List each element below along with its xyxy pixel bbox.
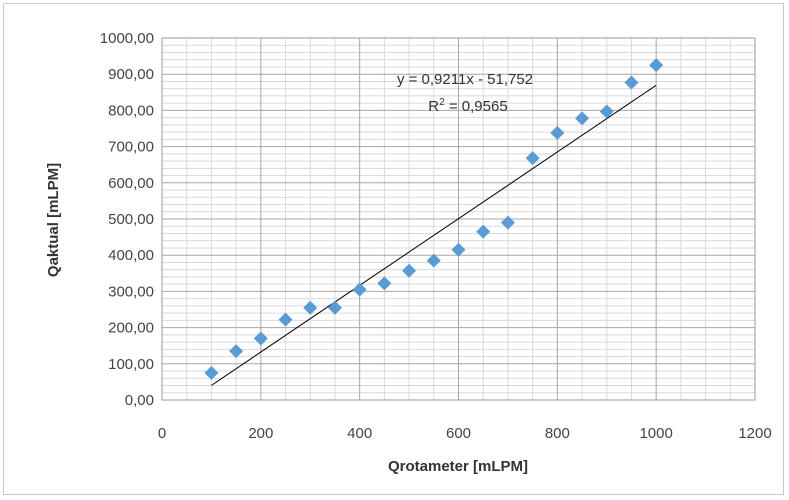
y-axis-ticks: 0,00 100,00 200,00 300,00 400,00 500,00 600,00…: [100, 30, 154, 409]
superscript-2: 2: [439, 97, 445, 108]
data-point-marker: [253, 331, 268, 346]
y-tick-label: 100,00: [108, 356, 154, 373]
r-squared-label: R2 = 0,9565: [428, 97, 507, 115]
data-point-marker: [426, 253, 441, 268]
x-tick-label: 200: [248, 425, 273, 442]
x-tick-label: 0: [158, 425, 166, 442]
data-point-marker: [525, 151, 540, 166]
y-tick-label: 1000,00: [100, 30, 154, 47]
data-point-marker: [575, 111, 590, 126]
y-tick-label: 300,00: [108, 283, 154, 300]
data-point-marker: [352, 282, 367, 297]
data-point-marker: [500, 215, 515, 230]
data-point-marker: [649, 58, 664, 73]
x-tick-label: 800: [545, 425, 570, 442]
y-axis-title: Qaktual [mLPM]: [45, 163, 62, 277]
data-point-marker: [451, 242, 466, 257]
y-tick-label: 800,00: [108, 102, 154, 119]
x-tick-label: 400: [347, 425, 372, 442]
y-tick-label: 900,00: [108, 66, 154, 83]
x-tick-label: 1000: [639, 425, 672, 442]
chart-frame: [3, 3, 784, 495]
r-squared-value: = 0,9565: [445, 98, 508, 115]
data-point-marker: [303, 300, 318, 315]
data-point-marker: [550, 125, 565, 140]
y-tick-label: 200,00: [108, 320, 154, 337]
plot-area-border: [161, 37, 756, 401]
y-tick-label: 600,00: [108, 175, 154, 192]
data-point-marker: [229, 344, 244, 359]
r-squared-prefix: R: [428, 98, 439, 115]
y-tick-label: 700,00: [108, 139, 154, 156]
linear-trendline: [211, 84, 657, 386]
y-tick-label: 0,00: [125, 392, 154, 409]
x-tick-label: 600: [446, 425, 471, 442]
trendline-equation: y = 0,9211x - 51,752: [397, 71, 533, 88]
y-tick-label: 400,00: [108, 247, 154, 264]
data-point-marker: [476, 224, 491, 239]
data-point-marker: [402, 263, 417, 278]
y-tick-label: 500,00: [108, 211, 154, 228]
data-point-marker: [278, 312, 293, 327]
x-axis-ticks: 0 200 400 600 800 1000 1200: [158, 425, 772, 442]
data-points: [204, 58, 664, 380]
x-tick-label: 1200: [738, 425, 771, 442]
data-point-marker: [204, 365, 219, 380]
data-point-marker: [377, 276, 392, 291]
data-point-marker: [327, 300, 342, 315]
x-axis-title: Qrotameter [mLPM]: [388, 458, 528, 475]
data-point-marker: [624, 75, 639, 90]
data-point-marker: [599, 104, 614, 119]
